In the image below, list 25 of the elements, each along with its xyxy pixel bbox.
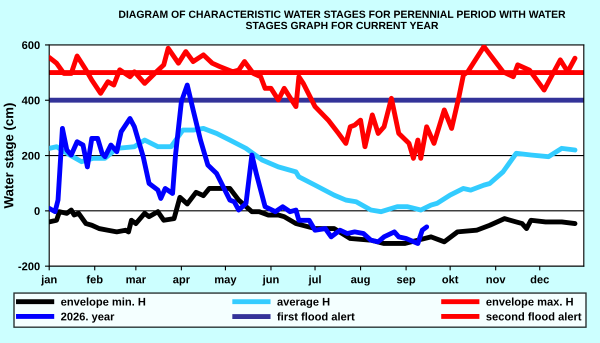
y-tick-label: 0 [34,207,40,215]
x-tick-label: jun [262,275,279,286]
y-tick-label: -200 [18,262,40,270]
x-tick-label: aug [351,277,370,286]
legend-label: 2026. year [61,312,114,323]
x-tick-label: okt [442,275,458,284]
legend-label: average H [277,298,330,308]
y-axis-title: Water stage (cm) [4,103,16,208]
y-tick-label: 400 [22,96,40,104]
x-tick-label: sep [396,277,416,286]
x-tick-label: jul [308,275,321,286]
y-tick-label: 600 [22,41,40,50]
x-tick-label: mar [126,277,146,284]
chart-title: DIAGRAM OF CHARACTERISTIC WATER STAGES FOR PERENNIAL PERIOD WITH WATER STAGES GRAPH FOR CURRENT YEAR [119,10,566,30]
x-tick-label: apr [173,277,190,286]
x-tick-label: may [215,277,236,286]
x-tick-label: nov [486,277,506,284]
legend-label: first flood alert [277,312,355,321]
legend-label: envelope max. H [486,298,573,308]
legend-label: second flood alert [486,312,582,320]
x-tick-label: dec [530,275,549,284]
x-tick-label: jan [41,275,57,286]
y-tick-label: 200 [22,152,40,160]
x-tick-label: feb [86,275,103,284]
legend-label: envelope min. H [61,298,146,308]
